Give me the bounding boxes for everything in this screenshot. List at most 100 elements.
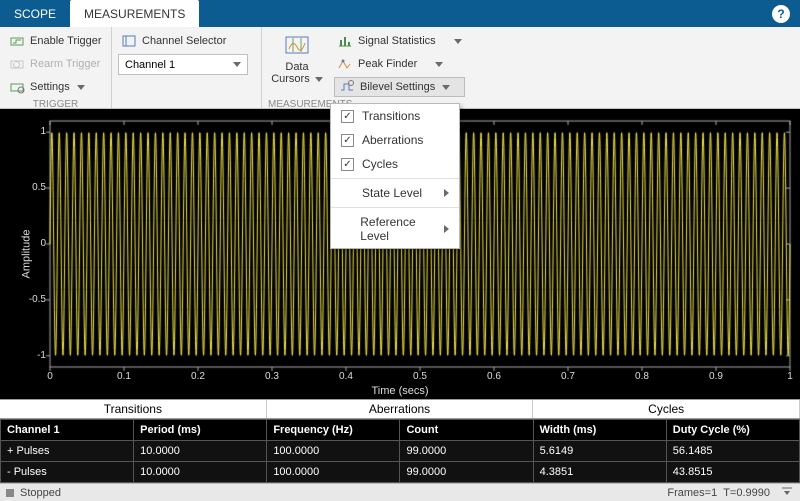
channel-selector-label: Channel Selector [142,35,226,47]
xtick-label: 0.4 [336,371,356,382]
chevron-right-icon [444,225,449,233]
xtick-label: 0.8 [632,371,652,382]
tab-scope[interactable]: SCOPE [0,0,70,27]
stats-icon [337,33,353,49]
dd-state-level[interactable]: State Level [331,181,459,205]
table-row: - Pulses10.0000100.000099.00004.385143.8… [1,462,800,483]
trigger-settings-button[interactable]: Settings [6,77,105,97]
results-tab-transitions[interactable]: Transitions [0,400,267,418]
status-time: T=0.9990 [723,487,770,499]
checkbox-icon: ✓ [341,110,354,123]
checkbox-icon: ✓ [341,134,354,147]
channel-select[interactable]: Channel 1 [118,54,248,75]
xtick-label: 0.7 [558,371,578,382]
table-cell: 10.0000 [134,462,267,483]
chevron-down-icon [435,62,443,67]
help-icon[interactable]: ? [772,5,790,23]
table-cell: + Pulses [1,441,134,462]
checkbox-icon: ✓ [341,158,354,171]
results-header-cell: Channel 1 [1,420,134,441]
bilevel-settings-label: Bilevel Settings [360,81,435,93]
dd-cycles[interactable]: ✓ Cycles [331,152,459,176]
channel-selector-button[interactable]: Channel Selector [118,31,248,51]
xtick-label: 0.6 [484,371,504,382]
title-tab-strip: SCOPE MEASUREMENTS ? [0,0,800,27]
table-cell: 99.0000 [400,441,533,462]
data-cursors-button[interactable]: Data Cursors [268,31,326,97]
ytick-label: -0.5 [18,294,46,305]
table-cell: 43.8515 [666,462,799,483]
table-cell: 10.0000 [134,441,267,462]
results-header-cell: Frequency (Hz) [267,420,400,441]
signal-statistics-button[interactable]: Signal Statistics [334,31,465,51]
peak-finder-button[interactable]: Peak Finder [334,54,465,74]
dd-cycles-label: Cycles [362,157,398,171]
chevron-down-icon [233,62,241,67]
table-row: + Pulses10.0000100.000099.00005.614956.1… [1,441,800,462]
status-state: Stopped [20,487,61,499]
results-header-row: Channel 1Period (ms)Frequency (Hz)CountW… [1,420,800,441]
bilevel-settings-button[interactable]: Bilevel Settings [334,77,465,97]
trigger-icon [9,33,25,49]
dd-transitions-label: Transitions [362,109,420,123]
dd-reference-level-label: Reference Level [360,215,436,243]
dd-reference-level[interactable]: Reference Level [331,210,459,248]
channel-group-label [118,104,255,106]
results-table: Channel 1Period (ms)Frequency (Hz)CountW… [0,419,800,483]
xtick-label: 0.5 [410,371,430,382]
ytick-label: 0.5 [18,182,46,193]
signal-statistics-label: Signal Statistics [358,35,436,47]
ytick-label: 1 [18,126,46,137]
channel-icon [121,33,137,49]
table-cell: 56.1485 [666,441,799,462]
ytick-label: -1 [18,350,46,361]
chevron-down-icon [77,85,85,90]
rearm-trigger-label: Rearm Trigger [30,58,100,70]
tab-measurements[interactable]: MEASUREMENTS [70,0,199,27]
chevron-down-icon [454,39,462,44]
toolstrip: Enable Trigger Rearm Trigger Settings TR… [0,27,800,109]
enable-trigger-button[interactable]: Enable Trigger [6,31,105,51]
trigger-settings-label: Settings [30,81,70,93]
status-frames: Frames=1 [667,487,717,499]
rearm-icon [9,56,25,72]
dd-state-level-label: State Level [362,186,422,200]
ytick-label: 0 [18,238,46,249]
rearm-trigger-button[interactable]: Rearm Trigger [6,54,105,74]
results-header-cell: Duty Cycle (%) [666,420,799,441]
xtick-label: 0 [40,371,60,382]
xtick-label: 1 [780,371,800,382]
chevron-down-icon [442,85,450,90]
dd-aberrations-label: Aberrations [362,133,423,147]
dd-transitions[interactable]: ✓ Transitions [331,104,459,128]
dd-aberrations[interactable]: ✓ Aberrations [331,128,459,152]
table-cell: - Pulses [1,462,134,483]
results-tab-aberrations[interactable]: Aberrations [267,400,534,418]
chevron-down-icon [315,77,323,82]
results-header-cell: Count [400,420,533,441]
results-header-cell: Width (ms) [533,420,666,441]
status-menu-icon[interactable] [780,485,794,500]
bilevel-icon [339,79,355,95]
peak-finder-label: Peak Finder [358,58,417,70]
settings-icon [9,79,25,95]
status-bar: Stopped Frames=1 T=0.9990 [0,483,800,501]
plot-ylabel: Amplitude [20,230,32,279]
xtick-label: 0.1 [114,371,134,382]
status-indicator-icon [6,489,14,497]
plot-xlabel: Time (secs) [371,385,428,397]
results-tab-cycles[interactable]: Cycles [533,400,800,418]
table-cell: 4.3851 [533,462,666,483]
xtick-label: 0.9 [706,371,726,382]
xtick-label: 0.3 [262,371,282,382]
xtick-label: 0.2 [188,371,208,382]
table-cell: 100.0000 [267,462,400,483]
bilevel-dropdown: ✓ Transitions ✓ Aberrations ✓ Cycles Sta… [330,103,460,249]
results-header-cell: Period (ms) [134,420,267,441]
cursors-icon [284,33,310,59]
channel-select-value: Channel 1 [125,59,175,71]
cursors-label2: Cursors [271,73,310,85]
table-cell: 100.0000 [267,441,400,462]
table-cell: 5.6149 [533,441,666,462]
peak-icon [337,56,353,72]
